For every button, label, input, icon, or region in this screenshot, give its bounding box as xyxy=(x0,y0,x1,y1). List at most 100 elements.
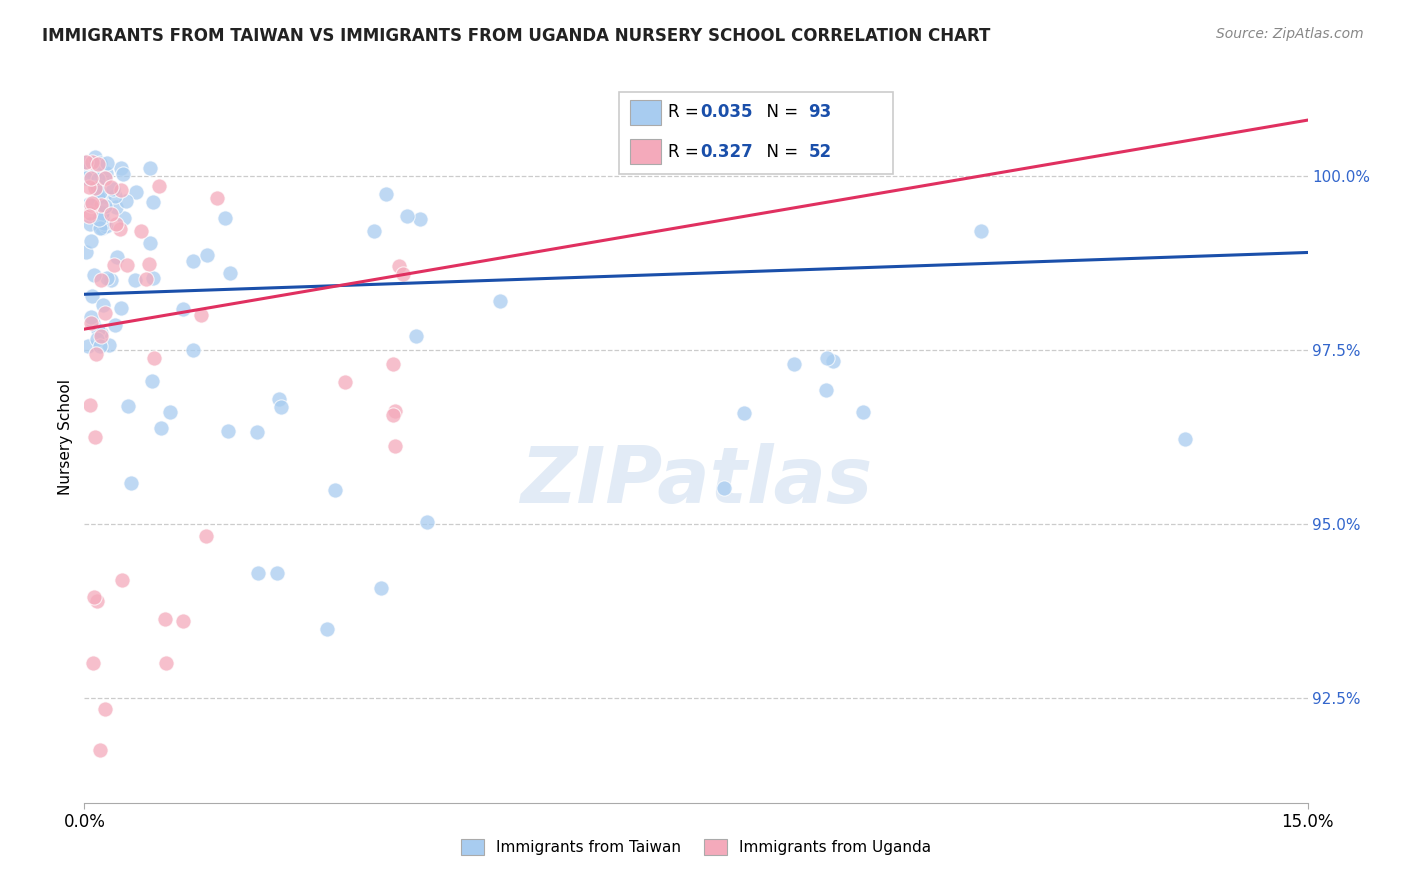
Point xyxy=(382,408,405,422)
Point xyxy=(219,266,242,280)
Point xyxy=(86,178,108,193)
Point xyxy=(416,515,439,529)
Point xyxy=(214,211,236,226)
Point xyxy=(363,224,385,238)
Point xyxy=(266,566,288,580)
Point xyxy=(76,244,98,259)
Point xyxy=(94,219,117,233)
Point xyxy=(83,169,105,184)
Point xyxy=(489,294,512,309)
Point xyxy=(75,155,97,169)
Point xyxy=(80,196,103,211)
Point xyxy=(104,189,127,203)
Point xyxy=(205,191,228,205)
Text: 0.327: 0.327 xyxy=(700,143,754,161)
Point xyxy=(82,316,104,330)
Point xyxy=(86,172,108,186)
Point xyxy=(135,271,157,285)
Point xyxy=(90,221,112,235)
Point xyxy=(100,180,122,194)
Point xyxy=(149,421,172,435)
Point xyxy=(112,211,135,225)
Point xyxy=(84,430,107,444)
Point xyxy=(90,197,112,211)
Text: 52: 52 xyxy=(808,143,831,161)
Point xyxy=(87,212,110,227)
Text: IMMIGRANTS FROM TAIWAN VS IMMIGRANTS FROM UGANDA NURSERY SCHOOL CORRELATION CHAR: IMMIGRANTS FROM TAIWAN VS IMMIGRANTS FRO… xyxy=(42,27,991,45)
Point xyxy=(84,346,107,360)
Point xyxy=(80,234,103,248)
Point xyxy=(93,216,115,230)
Point xyxy=(80,170,103,185)
Point xyxy=(89,220,111,235)
Point xyxy=(246,566,269,581)
Point xyxy=(269,392,291,407)
Point xyxy=(79,217,101,231)
Text: N =: N = xyxy=(756,103,804,121)
Point xyxy=(76,163,98,178)
Point xyxy=(181,343,204,357)
Point xyxy=(409,212,432,227)
Point xyxy=(131,224,153,238)
Point xyxy=(190,308,212,322)
Point xyxy=(335,375,357,389)
Point xyxy=(139,235,162,250)
Text: N =: N = xyxy=(756,143,804,161)
Point xyxy=(713,481,735,495)
Text: Source: ZipAtlas.com: Source: ZipAtlas.com xyxy=(1216,27,1364,41)
Point xyxy=(101,181,124,195)
Point xyxy=(783,357,806,371)
Point xyxy=(104,318,127,332)
Point xyxy=(105,251,128,265)
Y-axis label: Nursery School: Nursery School xyxy=(58,379,73,495)
Point xyxy=(111,573,134,587)
Text: R =: R = xyxy=(668,103,704,121)
Point xyxy=(815,383,838,397)
Point xyxy=(142,194,165,209)
Point xyxy=(111,167,134,181)
Point xyxy=(388,259,411,273)
Point xyxy=(970,223,993,237)
Text: 0.035: 0.035 xyxy=(700,103,752,121)
Point xyxy=(77,339,100,353)
Point xyxy=(104,200,127,214)
Point xyxy=(100,207,122,221)
Point xyxy=(93,702,115,716)
Point xyxy=(79,398,101,412)
Point xyxy=(90,326,112,340)
Point xyxy=(115,258,138,272)
Point xyxy=(91,210,114,224)
Point xyxy=(375,186,398,201)
Point xyxy=(142,270,165,285)
Point xyxy=(110,222,132,236)
Point xyxy=(80,310,103,324)
Point xyxy=(100,273,122,287)
Point xyxy=(83,590,105,604)
Point xyxy=(77,209,100,223)
Point xyxy=(86,332,108,346)
Point xyxy=(86,190,108,204)
Point xyxy=(153,612,176,626)
Point xyxy=(93,170,115,185)
Point xyxy=(105,217,128,231)
Text: ZIPatlas: ZIPatlas xyxy=(520,443,872,519)
Point xyxy=(1174,433,1197,447)
Point xyxy=(89,743,111,757)
Point xyxy=(80,316,103,330)
Point xyxy=(155,657,177,671)
Point xyxy=(96,270,118,285)
Point xyxy=(83,180,105,194)
Point xyxy=(852,405,875,419)
Point xyxy=(90,273,112,287)
Point xyxy=(325,483,347,497)
Point xyxy=(195,248,218,262)
Point xyxy=(125,185,148,199)
Point xyxy=(391,268,413,282)
Point xyxy=(82,656,104,670)
Point xyxy=(97,338,120,352)
Point xyxy=(172,614,194,628)
Point xyxy=(245,425,267,439)
Point xyxy=(124,273,146,287)
Point xyxy=(90,328,112,343)
Point xyxy=(94,306,117,320)
